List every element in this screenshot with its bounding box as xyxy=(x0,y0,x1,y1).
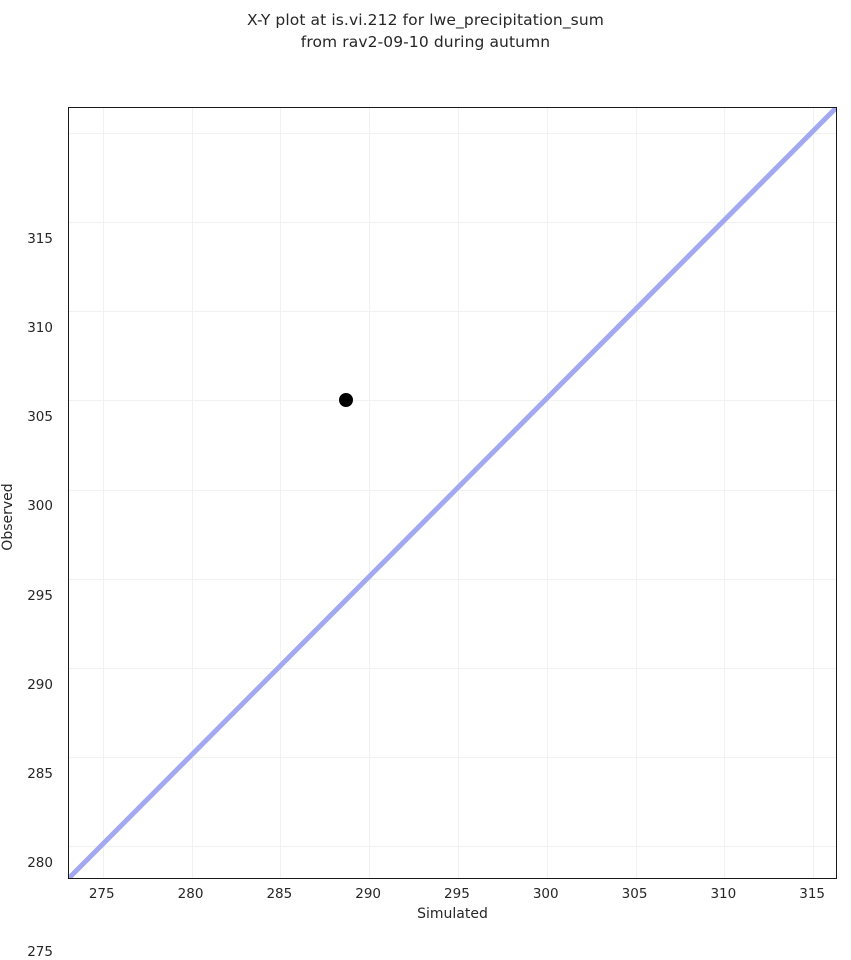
tick-mark-x xyxy=(636,878,637,879)
tick-label-y: 295 xyxy=(27,587,53,604)
figure-canvas: X-Y plot at is.vi.212 for lwe_precipitat… xyxy=(0,9,851,960)
gridline-horizontal xyxy=(69,846,836,848)
x-axis-label: Simulated xyxy=(417,906,488,922)
chart-title-line-2: from rav2-09-10 during autumn xyxy=(300,33,551,51)
tick-mark-y xyxy=(68,846,69,847)
tick-mark-y xyxy=(68,222,69,223)
tick-mark-x xyxy=(724,878,725,879)
tick-mark-x xyxy=(369,878,370,879)
gridline-horizontal xyxy=(69,578,836,580)
tick-label-y: 280 xyxy=(27,854,53,871)
chart-title: X-Y plot at is.vi.212 for lwe_precipitat… xyxy=(0,9,851,53)
tick-mark-x xyxy=(192,878,193,879)
gridline-vertical xyxy=(280,108,282,878)
tick-mark-y xyxy=(68,133,69,134)
tick-label-x: 290 xyxy=(355,886,382,902)
tick-mark-x xyxy=(813,878,814,879)
gridline-vertical xyxy=(724,108,726,878)
one-to-one-reference-line xyxy=(69,108,836,878)
tick-label-y: 275 xyxy=(27,944,53,960)
gridline-horizontal xyxy=(69,667,836,669)
gridline-vertical xyxy=(457,108,459,878)
tick-mark-y xyxy=(68,757,69,758)
tick-label-x: 295 xyxy=(444,886,470,902)
tick-mark-y xyxy=(68,490,69,491)
gridline-horizontal xyxy=(69,756,836,758)
tick-mark-y xyxy=(68,668,69,669)
tick-mark-y xyxy=(68,311,69,312)
chart-title-line-1: X-Y plot at is.vi.212 for lwe_precipitat… xyxy=(247,11,604,29)
tick-mark-x xyxy=(458,878,459,879)
tick-mark-y xyxy=(68,579,69,580)
tick-label-y: 285 xyxy=(27,765,53,782)
tick-label-x: 310 xyxy=(710,886,737,902)
tick-label-y: 290 xyxy=(27,676,53,693)
gridline-horizontal xyxy=(69,311,836,313)
tick-label-x: 285 xyxy=(266,886,293,902)
tick-label-x: 315 xyxy=(799,886,826,902)
plot-area xyxy=(68,107,837,879)
data-point-marker xyxy=(339,393,354,408)
gridline-vertical xyxy=(813,108,815,878)
tick-mark-y xyxy=(68,400,69,401)
tick-label-y: 300 xyxy=(27,498,53,515)
gridline-vertical xyxy=(635,108,637,878)
gridline-vertical xyxy=(369,108,371,878)
tick-mark-x xyxy=(280,878,281,879)
tick-label-y: 315 xyxy=(27,230,53,247)
gridline-vertical xyxy=(546,108,548,878)
x-axis-tick-labels: 275 280 285 290 295 300 305 310 315 xyxy=(68,886,837,910)
y-axis-tick-labels: 275 280 285 290 295 300 305 310 315 xyxy=(0,107,62,960)
tick-label-y: 305 xyxy=(27,409,53,426)
gridline-vertical xyxy=(102,108,104,878)
gridline-horizontal xyxy=(69,222,836,224)
tick-label-x: 305 xyxy=(621,886,648,902)
gridline-vertical xyxy=(191,108,193,878)
tick-label-x: 300 xyxy=(532,886,559,902)
y-axis-label: Observed xyxy=(0,483,16,551)
tick-label-x: 275 xyxy=(88,886,115,902)
gridline-horizontal xyxy=(69,400,836,402)
tick-label-x: 280 xyxy=(177,886,204,902)
gridline-horizontal xyxy=(69,132,836,134)
tick-mark-x xyxy=(547,878,548,879)
tick-label-y: 310 xyxy=(27,320,53,337)
tick-mark-x xyxy=(103,878,104,879)
